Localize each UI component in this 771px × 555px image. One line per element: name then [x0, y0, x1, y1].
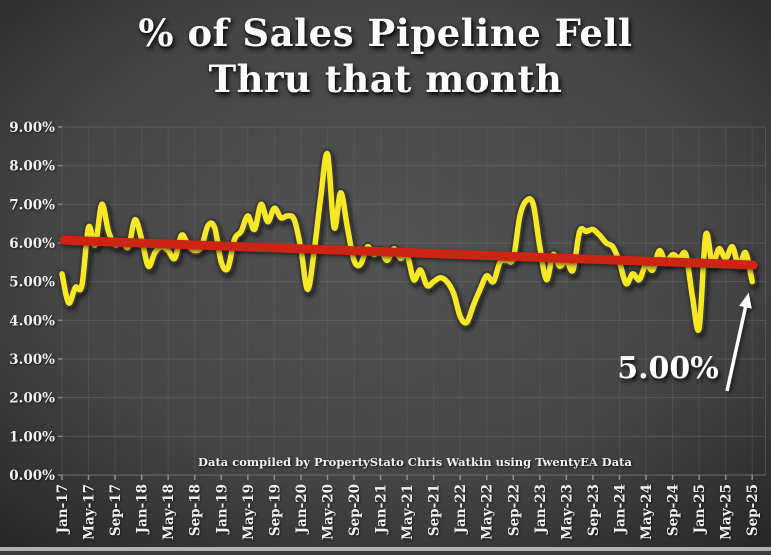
- y-tick-label: 3.00%: [9, 352, 55, 368]
- x-tick-label: Jan-17: [55, 484, 71, 534]
- x-tick-label: May-21: [400, 484, 416, 540]
- x-tick-label: Sep-17: [108, 484, 124, 536]
- x-tick-label: May-20: [320, 484, 336, 540]
- x-tick-label: Jan-20: [294, 484, 310, 534]
- y-tick-label: 2.00%: [9, 391, 55, 407]
- y-tick-label: 7.00%: [9, 197, 55, 213]
- x-tick-label: Sep-24: [666, 484, 682, 536]
- y-tick-label: 4.00%: [9, 313, 55, 329]
- y-tick-label: 0.00%: [9, 468, 55, 484]
- x-tick-label: Jan-21: [374, 484, 390, 534]
- annotation-value-label: 5.00%: [617, 351, 719, 386]
- x-tick-label: Sep-18: [188, 484, 204, 536]
- x-tick-label: May-18: [161, 484, 177, 540]
- trend-line-group: [59, 235, 758, 270]
- y-tick-label: 9.00%: [9, 120, 55, 136]
- x-tick-label: Jan-23: [533, 484, 549, 534]
- x-tick-label: Sep-19: [267, 484, 283, 536]
- chart-title-line2: Thru that month: [208, 57, 563, 101]
- chart-title-line1: % of Sales Pipeline Fell: [138, 11, 633, 55]
- x-tick-label: Jan-22: [453, 484, 469, 534]
- x-tick-label: Jan-19: [214, 484, 230, 534]
- arrow-head: [739, 292, 752, 309]
- bottom-edge-strip: [0, 547, 771, 551]
- x-tick-label: May-24: [639, 484, 655, 540]
- x-tick-label: May-17: [82, 484, 98, 540]
- y-tick-label: 8.00%: [9, 159, 55, 175]
- vertical-gridlines: [61, 126, 753, 475]
- x-tick-label: Sep-21: [427, 484, 443, 536]
- x-tick-label: May-25: [719, 484, 735, 540]
- x-tick-label: May-23: [559, 484, 575, 540]
- axis-lines-and-ticks: [58, 126, 766, 480]
- y-tick-label: 1.00%: [9, 429, 55, 445]
- chart-title: % of Sales Pipeline Fell Thru that month: [0, 10, 771, 102]
- arrow-shaft: [725, 306, 748, 392]
- y-tick-label: 5.00%: [9, 275, 55, 291]
- trend-line: [59, 235, 758, 270]
- horizontal-gridlines: [62, 126, 766, 476]
- y-tick-label: 6.00%: [9, 236, 55, 252]
- x-tick-label: May-22: [480, 484, 496, 540]
- x-tick-label: Sep-25: [745, 484, 761, 536]
- annotation-arrow: [725, 292, 752, 392]
- x-tick-label: Jan-18: [135, 484, 151, 534]
- x-tick-label: Sep-23: [586, 484, 602, 536]
- x-tick-label: Sep-20: [347, 484, 363, 536]
- x-tick-label: Sep-22: [506, 484, 522, 536]
- x-tick-label: May-19: [241, 484, 257, 540]
- x-tick-label: Jan-25: [692, 484, 708, 534]
- x-tick-label: Jan-24: [612, 484, 628, 534]
- axis-tick-labels: 0.00% 1.00% 2.00% 3.00% 4.00% 5.00% 6.00% 7.00%…: [9, 120, 761, 540]
- data-credit-text: Data compiled by PropertyStato Chris Wat…: [198, 455, 632, 469]
